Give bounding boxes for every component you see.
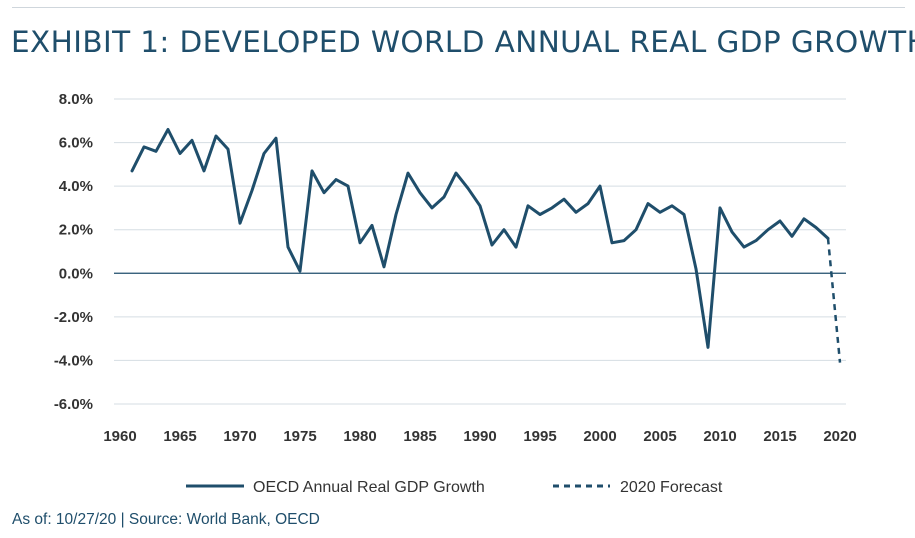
x-tick-label-1990: 1990: [463, 428, 496, 445]
y-tick-label-5: 4.0%: [59, 178, 93, 195]
x-tick-label-1965: 1965: [163, 428, 196, 445]
y-tick-label-1: -4.0%: [54, 352, 93, 369]
x-tick-label-1975: 1975: [283, 428, 316, 445]
x-tick-label-2010: 2010: [703, 428, 736, 445]
top-rule: [12, 7, 905, 8]
series-line-1: [826, 238, 842, 363]
y-tick-label-0: -6.0%: [54, 396, 93, 413]
legend-label-1: 2020 Forecast: [620, 479, 723, 496]
x-tick-label-2015: 2015: [763, 428, 796, 445]
x-tick-label-1985: 1985: [403, 428, 436, 445]
y-tick-label-2: -2.0%: [54, 309, 93, 326]
source-footnote: As of: 10/27/20 | Source: World Bank, OE…: [12, 511, 320, 528]
x-tick-label-2000: 2000: [583, 428, 616, 445]
x-tick-label-2005: 2005: [643, 428, 676, 445]
y-tick-label-3: 0.0%: [59, 265, 93, 282]
y-tick-label-4: 2.0%: [59, 222, 93, 239]
x-tick-label-1970: 1970: [223, 428, 256, 445]
series-line-0: [130, 128, 830, 349]
y-tick-label-6: 6.0%: [59, 135, 93, 152]
x-tick-label-2020: 2020: [823, 428, 856, 445]
x-tick-label-1960: 1960: [103, 428, 136, 445]
x-tick-label-1980: 1980: [343, 428, 376, 445]
x-tick-label-1995: 1995: [523, 428, 556, 445]
page-title: EXHIBIT 1: DEVELOPED WORLD ANNUAL REAL G…: [11, 25, 915, 59]
legend-label-0: OECD Annual Real GDP Growth: [253, 479, 485, 496]
y-tick-label-7: 8.0%: [59, 91, 93, 108]
